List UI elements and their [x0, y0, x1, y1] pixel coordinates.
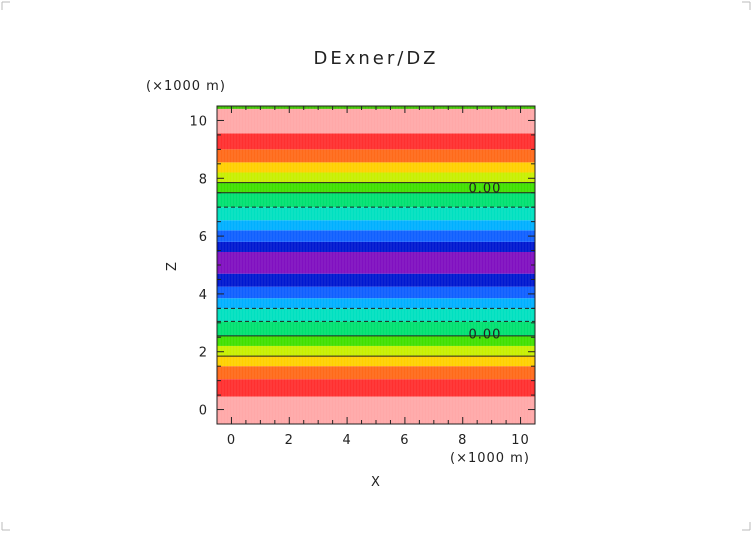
- contour-band: [217, 379, 535, 397]
- contour-label-layer: 0.00 0.00: [469, 181, 502, 342]
- contour-band: [217, 182, 535, 193]
- x-axis-title: X: [371, 475, 381, 490]
- contour-band: [217, 356, 535, 367]
- contour-band: [217, 230, 535, 242]
- y-tick-label: 10: [189, 114, 208, 129]
- y-tick-label: 6: [199, 230, 208, 245]
- contour-band: [217, 220, 535, 231]
- contour-band: [217, 241, 535, 252]
- contour-band: [217, 192, 535, 208]
- x-tick-label: 10: [511, 433, 530, 448]
- contour-band: [217, 298, 535, 309]
- contour-band: [217, 273, 535, 287]
- y-axis-unit: (×1000 m): [146, 79, 226, 94]
- x-axis-unit: (×1000 m): [450, 451, 530, 466]
- chart-title: DExner/DZ: [313, 48, 438, 69]
- x-tick-label: 0: [227, 433, 236, 448]
- x-tick-label: 2: [285, 433, 294, 448]
- y-tick-label: 8: [199, 172, 208, 187]
- x-tick-label: 4: [342, 433, 351, 448]
- y-tick-label: 4: [199, 288, 208, 303]
- contour-band: [217, 335, 535, 346]
- contour-band: [217, 286, 535, 299]
- y-axis-title: Z: [165, 261, 180, 271]
- contour-band: [217, 366, 535, 380]
- contour-label: 0.00: [469, 181, 502, 196]
- contour-band: [217, 251, 535, 274]
- contour-band: [217, 396, 535, 424]
- contour-band: [217, 162, 535, 173]
- x-tick-label: 8: [458, 433, 467, 448]
- contour-band: [217, 172, 535, 183]
- band-layer: [216, 106, 536, 424]
- contour-band: [217, 345, 535, 357]
- y-tick-label: 2: [199, 346, 208, 361]
- x-axis-ticks: 0 2 4 6 8 10: [227, 106, 530, 448]
- contour-band: [217, 308, 535, 322]
- contour-band: [217, 133, 535, 150]
- y-axis-ticks: 0 2 4 6 8 10: [189, 114, 535, 419]
- contour-band: [217, 108, 535, 134]
- grid-texture: [216, 106, 536, 424]
- contour-layer: [217, 182, 535, 357]
- contour-band: [217, 149, 535, 163]
- contour-band: [217, 207, 535, 221]
- contour-band: [217, 321, 535, 336]
- contour-label: 0.00: [469, 327, 502, 342]
- y-tick-label: 0: [199, 404, 208, 419]
- x-tick-label: 6: [400, 433, 409, 448]
